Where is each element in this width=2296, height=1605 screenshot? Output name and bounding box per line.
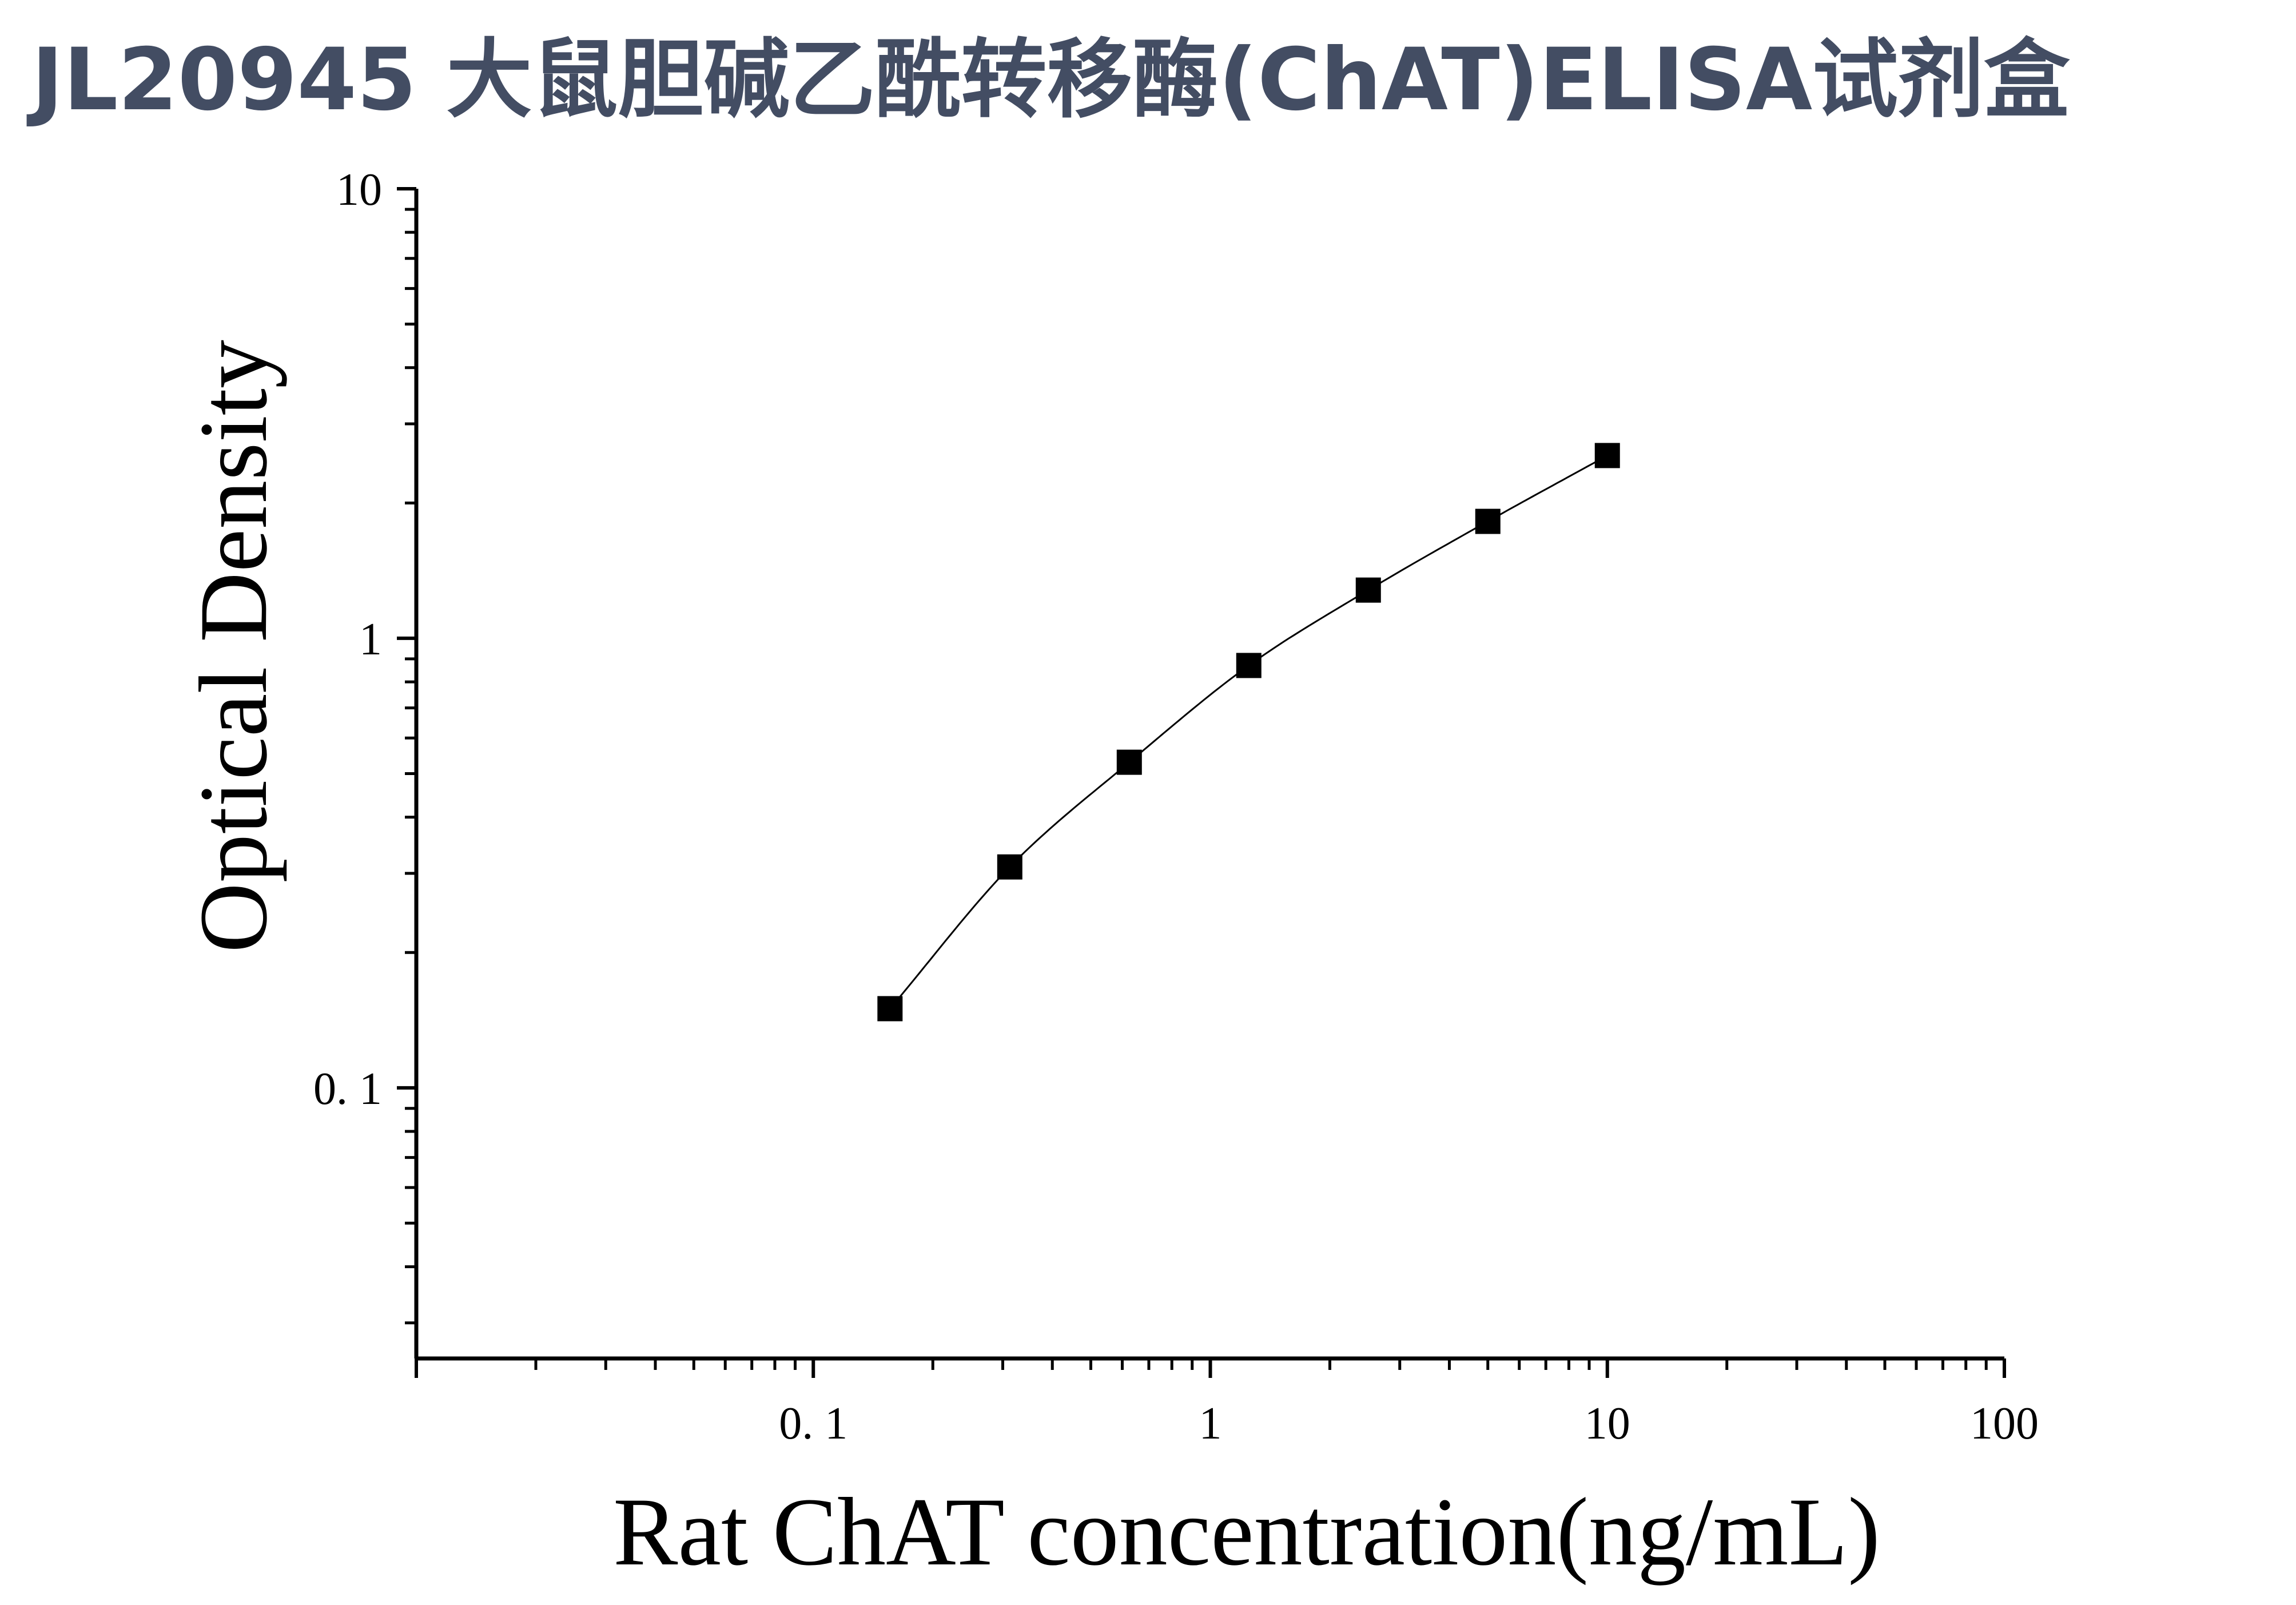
data-points: [877, 443, 1620, 1022]
data-point: [1355, 577, 1381, 603]
data-point: [1594, 443, 1620, 468]
axes: [414, 189, 2004, 1361]
y-tick-label: 1: [359, 614, 382, 665]
page-title: JL20945 大鼠胆碱乙酰转移酶(ChAT)ELISA试剂盒: [31, 30, 2070, 130]
x-tick-label: 1: [1199, 1399, 1222, 1449]
data-point: [1475, 508, 1501, 534]
y-axis-title: Optical Density: [180, 340, 287, 953]
data-point: [877, 996, 903, 1022]
x-tick-label: 100: [1970, 1399, 2039, 1449]
y-tick-label: 10: [336, 165, 382, 215]
x-tick-label: 0. 1: [779, 1399, 847, 1449]
ticks: 0. 1 1 10 100 0. 1 1 10: [313, 165, 2039, 1449]
data-point: [997, 854, 1022, 880]
x-tick-label: 10: [1585, 1399, 1630, 1449]
y-tick-label: 0. 1: [313, 1064, 382, 1114]
data-point: [1116, 749, 1142, 775]
data-point: [1236, 653, 1262, 678]
fit-curve: [889, 455, 1608, 1010]
x-axis-title: Rat ChAT concentration(ng/mL): [613, 1478, 1880, 1586]
